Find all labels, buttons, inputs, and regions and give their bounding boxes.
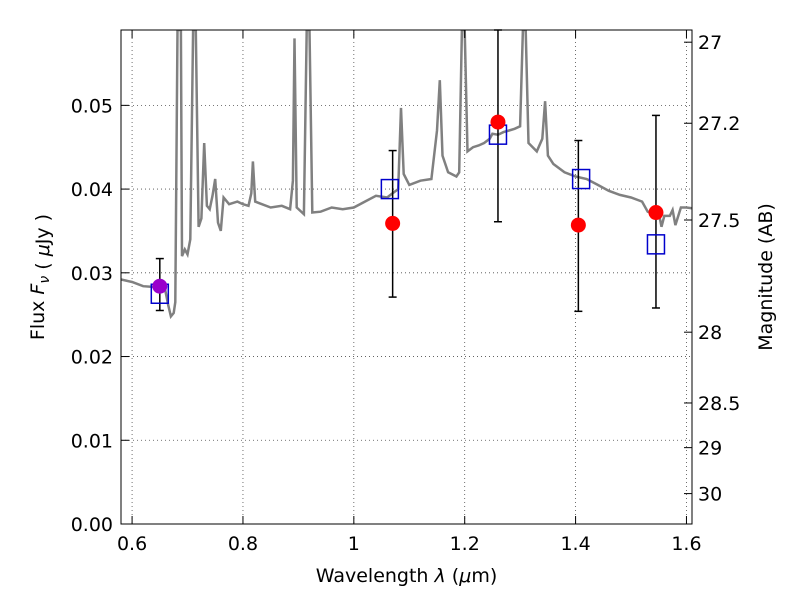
y2-tick-label: 28.5 bbox=[698, 393, 740, 415]
axis-ticks: 0.6 0.8 1 1.2 1.4 1.6 0.00 0.01 0.02 0.03 0.04 0.05… bbox=[71, 30, 740, 555]
grid-lines bbox=[121, 30, 692, 525]
model-box bbox=[380, 178, 400, 200]
y2-tick-label: 27.5 bbox=[698, 210, 740, 232]
x-tick-label: 1 bbox=[348, 533, 360, 555]
spectrum-line bbox=[121, 30, 692, 320]
model-box bbox=[571, 168, 591, 190]
y2-tick-label: 30 bbox=[698, 484, 722, 506]
observed-point bbox=[570, 217, 586, 233]
observed-point bbox=[648, 205, 664, 221]
model-flux-series bbox=[150, 124, 666, 304]
y-tick-label: 0.04 bbox=[71, 179, 113, 201]
y-axis-label: Flux Fν ( μJy ) bbox=[27, 214, 54, 340]
spectrum-series bbox=[121, 30, 692, 320]
observed-flux-series bbox=[152, 114, 664, 294]
x-tick-label: 1.4 bbox=[560, 533, 590, 555]
observed-point bbox=[490, 114, 506, 130]
plot-frame bbox=[120, 29, 693, 525]
y2-tick-label: 27 bbox=[698, 32, 722, 54]
observed-point bbox=[152, 278, 168, 294]
y2-tick-label: 29 bbox=[698, 438, 722, 460]
error-bars bbox=[155, 29, 660, 313]
y2-axis-label: Magnitude (AB) bbox=[755, 203, 777, 351]
y-tick-label: 0.01 bbox=[71, 430, 113, 452]
x-tick-label: 0.8 bbox=[228, 533, 258, 555]
y-tick-label: 0.03 bbox=[71, 263, 113, 285]
x-tick-label: 1.6 bbox=[671, 533, 701, 555]
y-tick-label: 0.00 bbox=[71, 514, 113, 536]
x-tick-label: 1.2 bbox=[450, 533, 480, 555]
y2-tick-label: 27.2 bbox=[698, 113, 740, 135]
observed-point bbox=[385, 215, 401, 231]
y-tick-label: 0.02 bbox=[71, 347, 113, 369]
y-tick-label: 0.05 bbox=[71, 95, 113, 117]
x-tick-label: 0.6 bbox=[117, 533, 147, 555]
x-axis-label: Wavelength λ (μm) bbox=[316, 565, 497, 587]
y2-tick-label: 28 bbox=[698, 322, 722, 344]
model-box bbox=[646, 234, 666, 255]
